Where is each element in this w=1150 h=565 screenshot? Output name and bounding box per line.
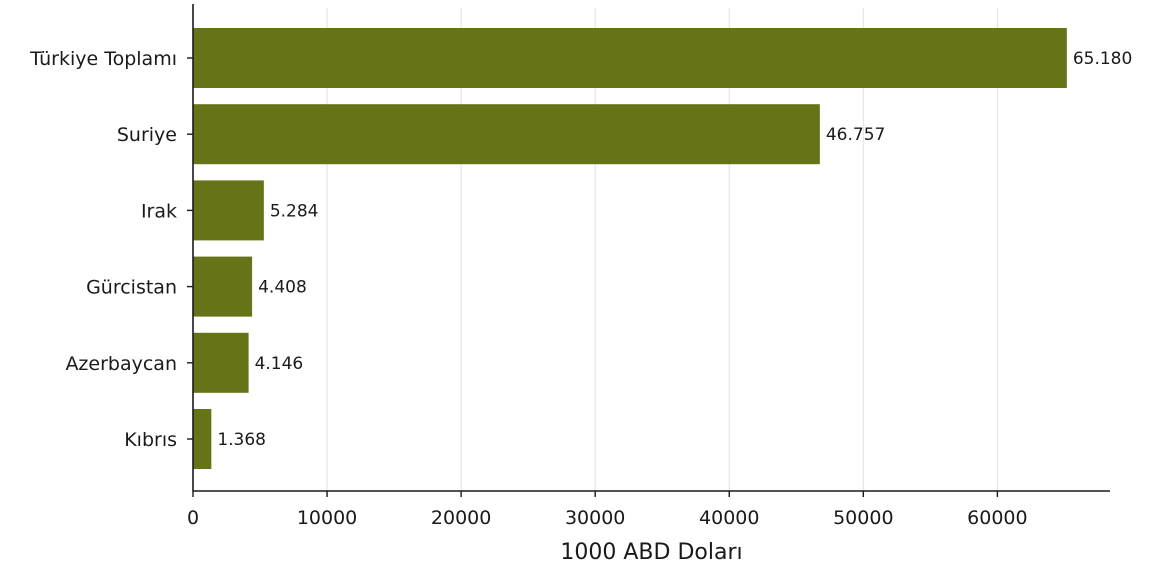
bar-value-label: 4.146 [255, 354, 304, 374]
x-axis: 0 10000 20000 30000 40000 50000 60000 [187, 490, 1110, 529]
x-axis-title: 1000 ABD Doları [560, 540, 742, 565]
category-label: Azerbaycan [65, 353, 177, 375]
x-tick-label: 0 [187, 507, 199, 529]
bar [193, 332, 249, 393]
bar-value-label: 5.284 [270, 201, 319, 221]
bar [193, 104, 820, 165]
category-label: Türkiye Toplamı [29, 48, 177, 70]
bar-value-label: 46.757 [826, 125, 885, 145]
value-labels: 65.180 46.757 5.284 4.408 4.146 1.368 [217, 49, 1132, 450]
y-axis: Türkiye Toplamı Suriye Irak Gürcistan Azerba… [29, 4, 194, 491]
bar-value-label: 65.180 [1073, 49, 1132, 69]
bar-value-label: 4.408 [258, 278, 307, 298]
x-tick-label: 10000 [297, 507, 357, 529]
category-label: Kıbrıs [124, 429, 177, 451]
grid-lines [192, 8, 998, 491]
x-tick-label: 20000 [431, 507, 491, 529]
category-label: Suriye [117, 124, 177, 146]
bars [193, 28, 1067, 469]
bar-value-label: 1.368 [217, 430, 266, 450]
bar [193, 256, 253, 317]
bar [193, 409, 212, 469]
bar [193, 28, 1067, 88]
bar [193, 180, 264, 241]
x-tick-label: 30000 [565, 507, 625, 529]
x-tick-label: 60000 [967, 507, 1027, 529]
x-tick-label: 50000 [833, 507, 893, 529]
x-tick-label: 40000 [699, 507, 759, 529]
category-label: Gürcistan [86, 277, 177, 299]
category-label: Irak [141, 200, 177, 222]
